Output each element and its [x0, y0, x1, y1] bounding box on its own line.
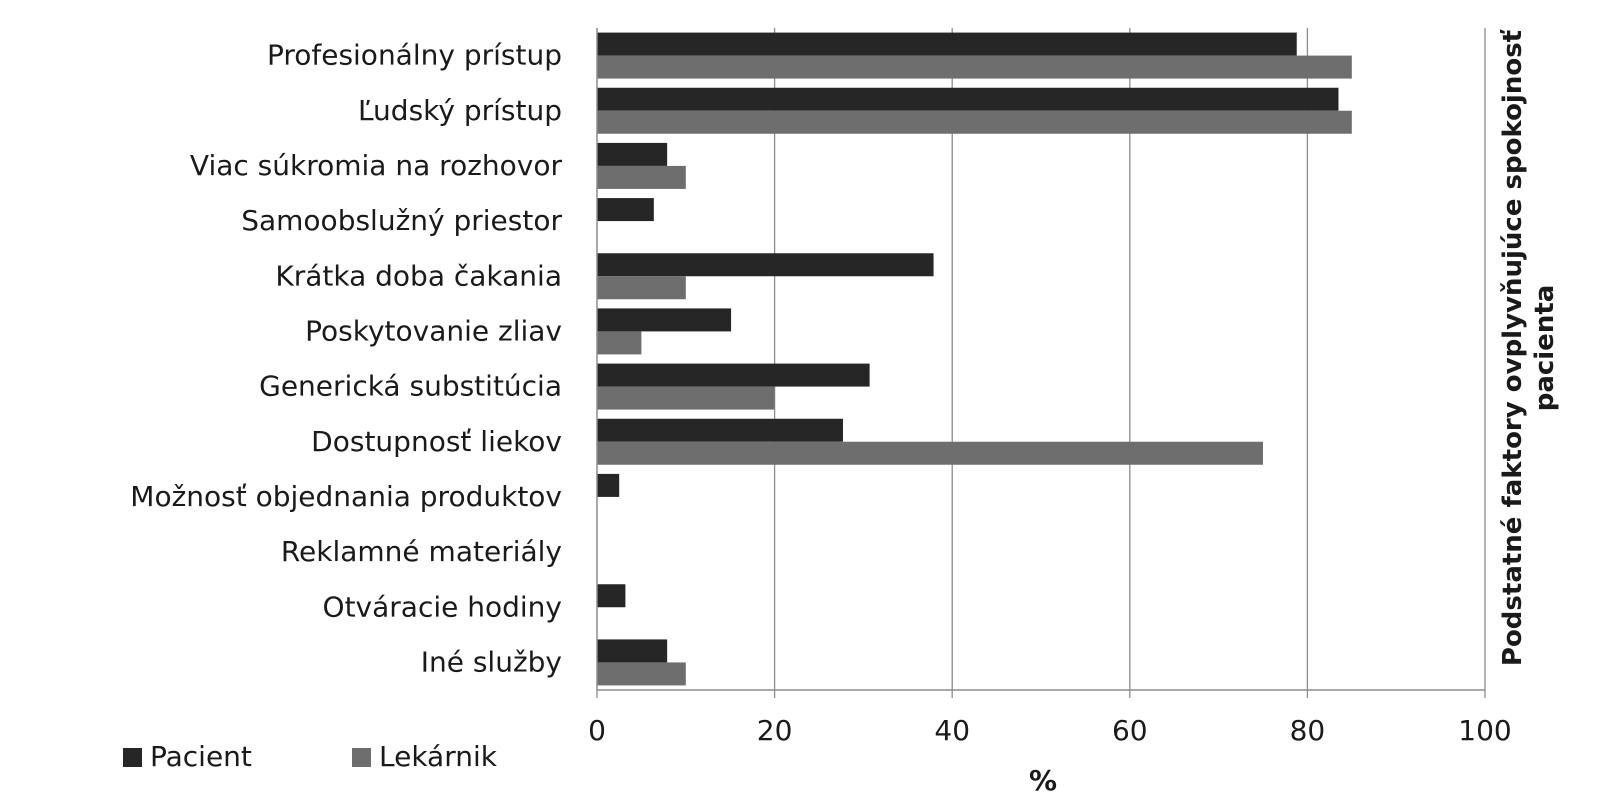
legend: Pacient Lekárnik — [123, 740, 498, 773]
bar-pacient-3 — [597, 198, 654, 222]
category-label: Ľudský prístup — [358, 94, 562, 127]
bar-lekárnik-7 — [597, 441, 1263, 465]
category-label: Iné služby — [421, 645, 562, 678]
x-tick-label: 60 — [1112, 714, 1148, 747]
category-label: Poskytovanie zliav — [305, 314, 562, 347]
bar-lekárnik-4 — [597, 276, 686, 300]
category-label: Krátka doba čakania — [275, 259, 562, 292]
y-axis-title-line-1: Podstatné faktory ovplyvňujúce spokojnos… — [1498, 28, 1528, 666]
bar-lekárnik-1 — [597, 110, 1352, 134]
bar-lekárnik-6 — [597, 386, 775, 410]
x-tick-label: 20 — [757, 714, 793, 747]
category-label: Otváracie hodiny — [323, 590, 562, 623]
x-tick-label: 80 — [1290, 714, 1326, 747]
category-label: Generická substitúcia — [259, 370, 562, 403]
legend-swatch-pacient — [123, 748, 142, 767]
x-tick-label: 0 — [588, 714, 606, 747]
x-axis-title: % — [1029, 764, 1057, 797]
bar-pacient-5 — [597, 308, 732, 332]
bar-pacient-6 — [597, 363, 870, 387]
category-label: Možnosť objednania produktov — [130, 480, 562, 513]
bar-lekárnik-11 — [597, 662, 686, 686]
bar-pacient-11 — [597, 639, 668, 663]
bar-pacient-7 — [597, 418, 843, 442]
bar-pacient-0 — [597, 32, 1297, 56]
gridlines — [773, 28, 1486, 690]
bars — [597, 32, 1352, 686]
legend-label-pacient: Pacient — [150, 740, 252, 773]
x-tick-label: 40 — [934, 714, 970, 747]
category-label: Samoobslužný priestor — [241, 204, 562, 237]
bar-pacient-8 — [597, 473, 620, 497]
bar-lekárnik-5 — [597, 331, 642, 355]
category-label: Dostupnosť liekov — [311, 425, 562, 458]
y-axis-title-line-2: pacienta — [1530, 285, 1560, 412]
bar-pacient-4 — [597, 253, 934, 277]
category-label: Profesionálny prístup — [267, 39, 562, 72]
bar-pacient-10 — [597, 584, 626, 608]
bar-lekárnik-0 — [597, 55, 1352, 79]
category-label: Viac súkromia na rozhovor — [190, 149, 563, 182]
axes — [596, 28, 1486, 698]
y-axis-title: Podstatné faktory ovplyvňujúce spokojnos… — [1498, 28, 1560, 666]
legend-label-lekarnik: Lekárnik — [379, 740, 498, 773]
bar-pacient-2 — [597, 142, 668, 166]
bar-pacient-1 — [597, 87, 1339, 111]
category-label: Reklamné materiály — [281, 535, 562, 568]
bar-lekárnik-2 — [597, 165, 686, 189]
legend-swatch-lekarnik — [352, 748, 371, 767]
category-labels: Profesionálny prístup Ľudský prístup Viac … — [130, 39, 562, 679]
x-tick-label: 100 — [1458, 714, 1511, 747]
x-tick-labels: 0 20 40 60 80 100 — [588, 714, 1512, 747]
